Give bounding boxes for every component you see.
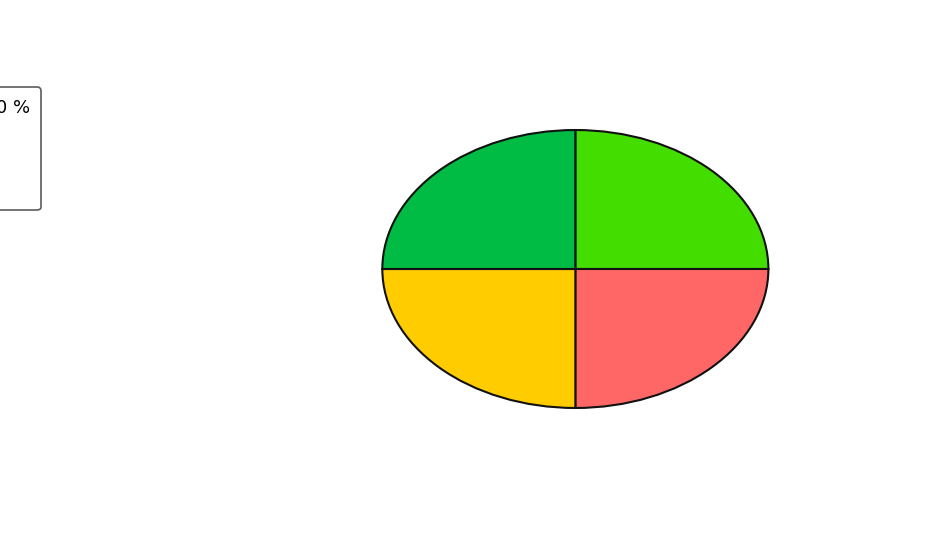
Wedge shape: [575, 130, 768, 269]
Wedge shape: [382, 269, 575, 408]
Legend: endometrium - 25.00 %, kidney - 25.00 %, lung - 25.00 %, pancreas - 25.00 %: endometrium - 25.00 %, kidney - 25.00 %,…: [0, 87, 41, 210]
Wedge shape: [382, 130, 575, 269]
Wedge shape: [575, 269, 768, 408]
